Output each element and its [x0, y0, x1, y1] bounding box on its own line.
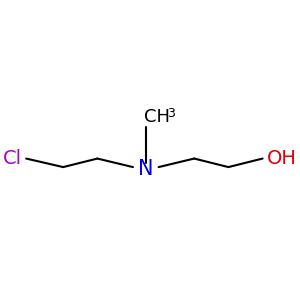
Text: N: N [138, 158, 154, 178]
Text: Cl: Cl [3, 149, 22, 168]
Text: 3: 3 [167, 107, 175, 120]
Text: CH: CH [144, 108, 170, 126]
Text: OH: OH [267, 149, 297, 168]
